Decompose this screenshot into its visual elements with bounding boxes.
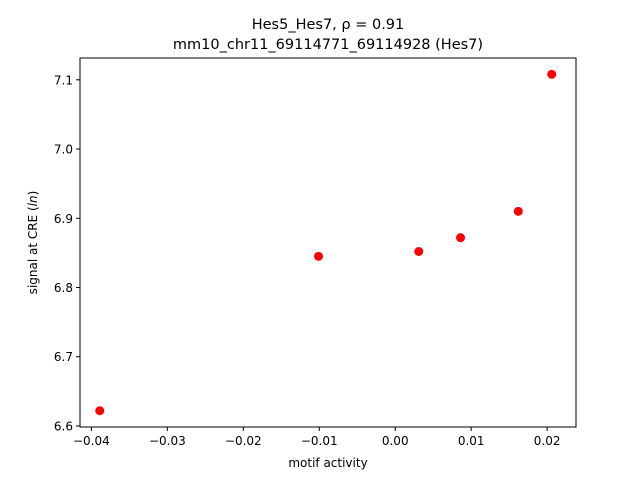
chart-title-line2: mm10_chr11_69114771_69114928 (Hes7) <box>173 37 483 53</box>
y-tick-label: 6.9 <box>54 212 73 226</box>
y-tick-label: 6.6 <box>54 419 73 433</box>
x-tick-label: 0.02 <box>534 434 561 448</box>
x-tick-label: −0.01 <box>301 434 338 448</box>
x-axis: −0.04 −0.03 −0.02 −0.01 0.00 0.01 0.02 <box>73 427 560 448</box>
y-tick-label: 6.7 <box>54 350 73 364</box>
x-axis-label: motif activity <box>288 456 367 470</box>
x-tick-label: 0.00 <box>382 434 409 448</box>
x-tick-label: 0.01 <box>458 434 485 448</box>
data-point <box>456 233 466 243</box>
x-tick-label: −0.03 <box>149 434 186 448</box>
data-points <box>95 69 557 416</box>
y-axis-label: signal at CRE (ln) <box>26 191 40 295</box>
data-point <box>95 406 105 416</box>
x-tick-label: −0.04 <box>73 434 110 448</box>
data-point <box>414 247 424 256</box>
chart-title-line1: Hes5_Hes7, ρ = 0.91 <box>252 17 405 33</box>
data-point <box>547 69 557 79</box>
data-point <box>513 206 523 216</box>
plot-area-frame <box>79 57 577 428</box>
y-tick-label: 6.8 <box>54 281 73 295</box>
y-axis: 6.6 6.7 6.8 6.9 7.0 7.1 <box>54 73 80 433</box>
x-tick-label: −0.02 <box>225 434 262 448</box>
data-point <box>314 251 324 261</box>
y-tick-label: 7.1 <box>54 73 73 87</box>
y-tick-label: 7.0 <box>54 143 73 157</box>
